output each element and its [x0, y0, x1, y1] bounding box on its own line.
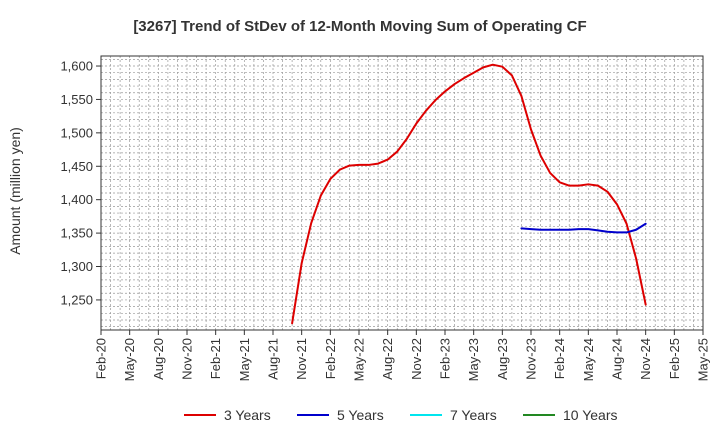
x-tick-label: Aug-24	[610, 338, 625, 380]
legend-label: 10 Years	[563, 407, 618, 423]
x-tick-label: Feb-24	[552, 338, 567, 379]
y-tick-label: 1,250	[60, 292, 93, 307]
plot-frame	[100, 55, 704, 331]
x-tick-label: Aug-20	[151, 338, 166, 380]
chart-title: [3267] Trend of StDev of 12-Month Moving…	[133, 18, 586, 35]
x-tick-label: Nov-23	[524, 338, 539, 380]
x-tick-label: Feb-25	[667, 338, 682, 379]
x-tick-label: May-24	[581, 338, 596, 381]
x-tick-label: Feb-21	[208, 338, 223, 379]
legend: 3 Years 5 Years 7 Years 10 Years	[184, 407, 618, 423]
legend-label: 5 Years	[337, 407, 384, 423]
x-tick-label: May-23	[466, 338, 481, 381]
y-tick-label: 1,350	[60, 226, 93, 241]
x-axis: Feb-20 May-20 Aug-20 Nov-20 Feb-21 May-21 Aug-…	[94, 330, 711, 381]
series-line	[291, 63, 647, 325]
y-tick-label: 1,300	[60, 259, 93, 274]
legend-label: 3 Years	[224, 407, 271, 423]
y-tick-label: 1,550	[60, 92, 93, 107]
x-tick-label: Nov-22	[409, 338, 424, 380]
y-tick-label: 1,450	[60, 159, 93, 174]
y-axis: 1,250 1,300 1,350 1,400 1,450 1,500 1,550 1,600	[60, 59, 101, 307]
legend-label: 7 Years	[450, 407, 497, 423]
x-tick-label: Nov-20	[180, 338, 195, 380]
series-line	[520, 222, 647, 234]
x-tick-label: Aug-23	[495, 338, 510, 380]
y-tick-label: 1,600	[60, 59, 93, 74]
y-axis-label: Amount (million yen)	[7, 127, 23, 255]
x-tick-label: May-21	[237, 338, 252, 381]
x-tick-label: Feb-22	[323, 338, 338, 379]
x-tick-label: Feb-23	[438, 338, 453, 379]
x-tick-label: Aug-21	[266, 338, 281, 380]
x-tick-label: Nov-24	[638, 338, 653, 380]
y-tick-label: 1,500	[60, 125, 93, 140]
grid	[101, 56, 703, 330]
x-tick-label: Aug-22	[380, 338, 395, 380]
x-tick-label: May-22	[352, 338, 367, 381]
x-tick-label: May-25	[696, 338, 711, 381]
x-tick-label: May-20	[122, 338, 137, 381]
series-lines	[291, 63, 647, 325]
y-tick-label: 1,400	[60, 192, 93, 207]
x-tick-label: Feb-20	[94, 338, 109, 379]
x-tick-label: Nov-21	[294, 338, 309, 380]
